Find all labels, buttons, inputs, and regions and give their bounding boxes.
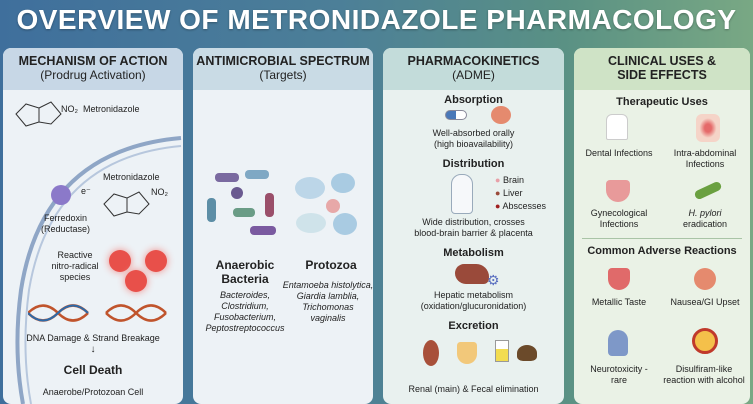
cell-death-label: Cell Death: [63, 363, 123, 377]
spectrum-header: ANTIMICROBIAL SPECTRUM (Targets): [193, 48, 373, 90]
activated-drug-label: Metronidazole: [103, 172, 160, 182]
adverse-metallic-taste: Metallic Taste: [591, 297, 647, 307]
excretion-heading: Excretion: [448, 320, 499, 332]
mechanism-panel: MECHANISM OF ACTION (Prodrug Activation)…: [3, 48, 183, 404]
pk-header: PHARMACOKINETICS (ADME): [383, 48, 564, 90]
mechanism-heading: MECHANISM OF ACTION: [18, 54, 168, 68]
clinical-header: CLINICAL USES & SIDE EFFECTS: [574, 48, 750, 90]
use-intra-abdominal: Intra-abdominal Infections: [673, 148, 737, 169]
pill-icon: [445, 110, 467, 120]
urine-sample-icon: [495, 340, 509, 362]
anaerobic-bacteria-heading: Anaerobic Bacteria: [215, 258, 275, 286]
drug-nitro-label: NO₂: [61, 104, 78, 114]
body-icon: [451, 174, 473, 214]
stomach-upset-icon: [694, 268, 716, 290]
cell-label: Anaerobe/Protozoan Cell: [42, 387, 144, 397]
use-gynecological: Gynecological Infections: [590, 208, 648, 229]
spectrum-subheading: (Targets): [259, 68, 307, 82]
protozoa-list: Entamoeba histolytica, Giardia lamblia, Tr…: [282, 280, 373, 323]
dna-damage-label: DNA Damage & Strand Breakage: [26, 333, 160, 343]
protozoa-heading: Protozoa: [305, 258, 357, 272]
tooth-icon: [606, 114, 628, 140]
radical-icon: [145, 250, 167, 272]
reduced-drug-structure-icon: [103, 191, 150, 217]
adverse-neurotoxicity: Neurotoxicity - rare: [590, 364, 648, 385]
metronidazole-structure-icon: [15, 101, 62, 127]
distribution-heading: Distribution: [442, 158, 505, 170]
pharmacokinetics-panel: PHARMACOKINETICS (ADME) Absorption Well-…: [383, 48, 564, 404]
abdomen-icon: [696, 114, 720, 142]
liver-icon: [455, 264, 489, 284]
arrow-icon: ↓: [90, 344, 96, 355]
distribution-text: Wide distribution, crosses blood-brain ba…: [414, 217, 533, 238]
radical-icon: [125, 270, 147, 292]
mechanism-subheading: (Prodrug Activation): [40, 68, 146, 82]
h-pylori-icon: [693, 180, 723, 201]
kidney-icon: [423, 340, 439, 366]
radical-label: Reactive nitro-radical species: [51, 250, 99, 282]
cell-membrane-icon: [15, 136, 182, 404]
stomach-icon: [491, 106, 511, 124]
radical-icon: [109, 250, 131, 272]
clinical-heading: CLINICAL USES &: [607, 54, 717, 68]
pk-subheading: (ADME): [452, 68, 495, 82]
electron-label: e⁻: [81, 186, 91, 196]
spectrum-heading: ANTIMICROBIAL SPECTRUM: [196, 54, 370, 68]
drug-label: Metronidazole: [83, 104, 140, 114]
reduced-nitro-label: NO₂: [151, 187, 168, 197]
dna-icon: [28, 304, 167, 322]
bladder-icon: [457, 342, 477, 364]
bacteria-list: Bacteroides, Clostridium, Fusobacterium, Pe…: [205, 290, 285, 333]
head-icon: [608, 330, 628, 356]
bacteria-icon: [207, 170, 276, 235]
ferredoxin-label: Ferredoxin (Reductase): [41, 213, 91, 234]
mechanism-header: MECHANISM OF ACTION (Prodrug Activation): [3, 48, 183, 90]
uterus-icon: [606, 180, 630, 202]
ferredoxin-icon: [51, 185, 71, 205]
absorption-heading: Absorption: [444, 94, 503, 106]
adverse-disulfiram: Disulfiram-like reaction with alcohol: [663, 364, 745, 385]
tongue-icon: [608, 268, 630, 290]
divider: [582, 238, 742, 239]
clinical-panel: CLINICAL USES & SIDE EFFECTS Therapeutic…: [574, 48, 750, 404]
no-alcohol-icon: [692, 328, 718, 354]
excretion-text: Renal (main) & Fecal elimination: [408, 384, 539, 394]
spectrum-panel: ANTIMICROBIAL SPECTRUM (Targets) Anaerob…: [193, 48, 373, 404]
metabolism-text: Hepatic metabolism (oxidation/glucuronida…: [420, 290, 527, 311]
therapeutic-uses-heading: Therapeutic Uses: [616, 96, 708, 108]
gear-icon: ⚙: [487, 272, 500, 288]
stool-icon: [517, 345, 537, 361]
use-dental: Dental Infections: [585, 148, 653, 158]
protozoa-icon: [295, 173, 357, 235]
adverse-reactions-heading: Common Adverse Reactions: [587, 245, 737, 257]
use-h-pylori: H. pylori eradication: [682, 208, 728, 229]
pk-heading: PHARMACOKINETICS: [407, 54, 540, 68]
organ-list: ● Brain ● Liver ● Abscesses: [495, 175, 546, 211]
adverse-nausea: Nausea/GI Upset: [670, 297, 740, 307]
metabolism-heading: Metabolism: [443, 247, 504, 259]
absorption-text: Well-absorbed orally (high bioavailabilit…: [432, 128, 515, 149]
page-title: OVERVIEW OF METRONIDAZOLE PHARMACOLOGY: [16, 4, 737, 35]
